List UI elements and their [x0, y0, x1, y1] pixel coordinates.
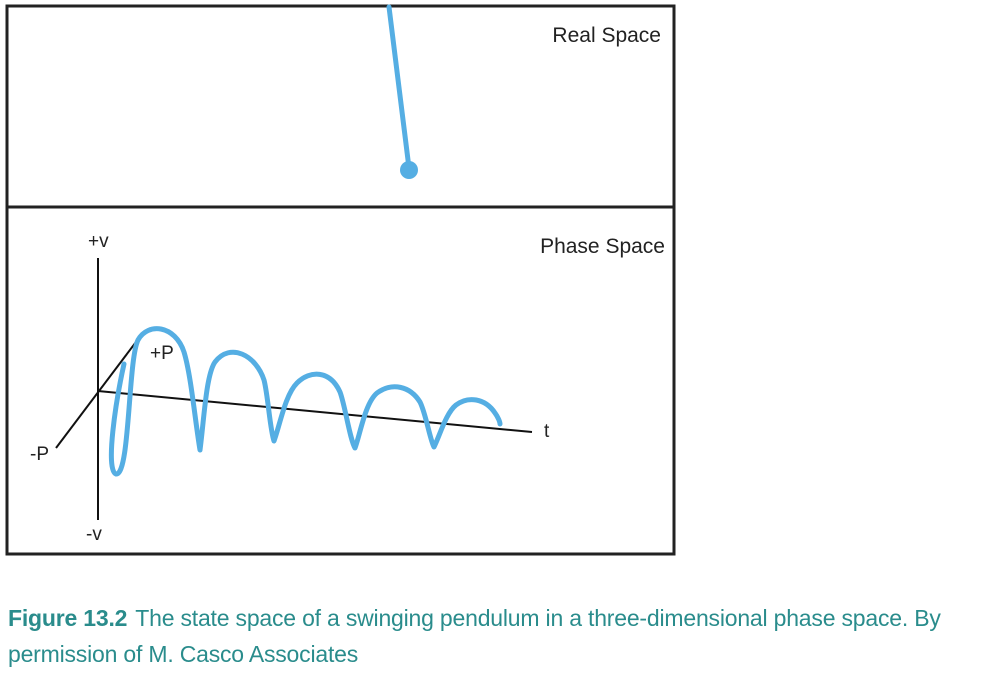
t-label: t — [544, 421, 550, 442]
phase-space-label: Phase Space — [540, 235, 665, 258]
minus-v-label: -v — [86, 524, 102, 545]
pendulum-rod — [389, 7, 409, 168]
real-space-label: Real Space — [552, 24, 661, 47]
caption-text: The state space of a swinging pendulum i… — [8, 605, 941, 667]
figure-caption: Figure 13.2 The state space of a swinging… — [8, 600, 996, 672]
caption-figure-number: Figure 13.2 — [8, 605, 127, 631]
plus-p-label: +P — [150, 343, 174, 364]
pendulum-figure: Real Space Phase Space +v -v +P -P t — [0, 0, 1000, 580]
minus-p-label: -P — [30, 444, 49, 465]
plus-v-label: +v — [88, 231, 109, 252]
pendulum-bob — [400, 161, 418, 179]
t-axis — [98, 391, 532, 432]
